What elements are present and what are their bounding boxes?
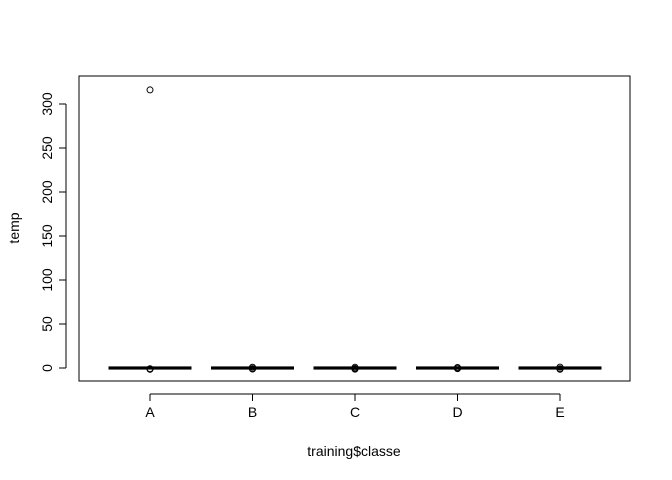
x-tick-label: C (350, 404, 360, 420)
outlier-point (556, 365, 564, 373)
x-axis: A B C D E (145, 393, 565, 420)
outlier-point (249, 365, 256, 373)
y-tick-label: 200 (39, 180, 55, 204)
box-C (313, 363, 397, 373)
y-axis: 0 50 100 150 200 250 300 (39, 92, 67, 372)
x-tick-label: B (248, 404, 257, 420)
y-tick-label: 150 (39, 224, 55, 248)
box-E (518, 363, 602, 373)
y-tick-label: 250 (39, 136, 55, 160)
outlier-point (351, 365, 359, 373)
y-tick-label: 0 (39, 364, 55, 372)
outlier-point (146, 86, 154, 94)
box-B (211, 363, 294, 373)
box-A (108, 86, 192, 373)
y-tick-label: 300 (39, 92, 55, 116)
y-tick-label: 50 (39, 316, 55, 332)
x-axis-label: training$classe (307, 443, 401, 459)
x-tick-label: E (555, 404, 564, 420)
y-tick-label: 100 (39, 268, 55, 292)
y-axis-label: temp (6, 212, 22, 243)
outlier-point (146, 365, 154, 373)
box-D (416, 363, 499, 373)
plot-frame (78, 75, 631, 382)
outlier-point (454, 363, 461, 371)
x-tick-label: A (145, 404, 155, 420)
x-tick-label: D (452, 404, 462, 420)
boxes (108, 86, 602, 373)
